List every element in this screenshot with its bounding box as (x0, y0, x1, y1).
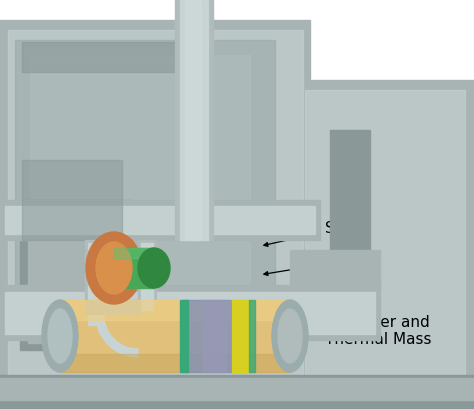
Bar (183, 300, 231, 372)
Bar (141, 243, 153, 310)
Bar (295, 80, 474, 380)
Bar (248, 300, 255, 372)
Bar (5, 206, 315, 234)
Bar (28, 208, 123, 343)
Bar (175, 0, 213, 240)
Polygon shape (88, 265, 138, 365)
Text: Reformer and
Thermal Mass: Reformer and Thermal Mass (237, 315, 431, 348)
Ellipse shape (96, 242, 132, 294)
Ellipse shape (42, 300, 78, 372)
Bar (85, 240, 103, 325)
Bar (0, 378, 474, 400)
Text: SCR: SCR (264, 221, 356, 246)
Bar (85, 300, 140, 314)
Text: DPF: DPF (264, 254, 355, 276)
Bar (114, 248, 154, 288)
Bar (233, 300, 250, 372)
Bar (185, 0, 201, 240)
Bar (202, 300, 226, 372)
Bar (22, 42, 202, 72)
Bar (20, 200, 130, 350)
Bar (60, 300, 290, 372)
Ellipse shape (138, 248, 170, 288)
Bar (22, 160, 122, 240)
Bar (15, 40, 275, 320)
Bar (8, 30, 303, 375)
Bar (5, 292, 375, 334)
Polygon shape (96, 273, 138, 357)
Bar (0, 375, 474, 409)
Bar (330, 130, 370, 310)
Ellipse shape (48, 309, 72, 363)
Bar (0, 285, 380, 340)
Bar (180, 300, 188, 372)
Bar (290, 250, 380, 290)
Bar (60, 354, 290, 372)
Bar (0, 20, 310, 380)
Bar (114, 248, 154, 258)
Text: LNT: LNT (264, 287, 354, 302)
Ellipse shape (86, 232, 142, 304)
Bar (138, 240, 156, 310)
Ellipse shape (278, 309, 302, 363)
Bar (0, 200, 320, 240)
Ellipse shape (272, 300, 308, 372)
Bar (88, 243, 100, 325)
Bar (180, 0, 208, 240)
Bar (305, 90, 465, 375)
Bar (60, 300, 290, 320)
Bar (30, 55, 250, 305)
